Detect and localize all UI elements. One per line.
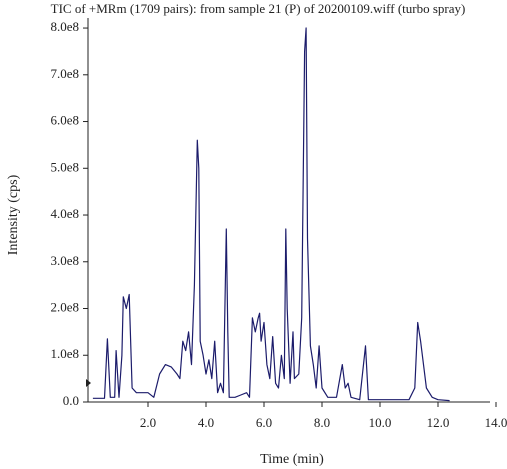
y-tick-label: 1.0e8 — [50, 346, 79, 361]
trace — [92, 27, 450, 402]
y-tick-label: 2.0e8 — [50, 299, 79, 314]
chart-title: TIC of +MRm (1709 pairs): from sample 21… — [51, 1, 466, 16]
y-axis-label: Intensity (cps) — [6, 174, 21, 255]
x-tick-label: 12.0 — [427, 415, 450, 430]
x-tick-label: 10.0 — [369, 415, 392, 430]
x-tick-label: 6.0 — [256, 415, 272, 430]
y-tick-label: 7.0e8 — [50, 66, 79, 81]
y-tick-label: 8.0e8 — [50, 19, 79, 34]
y-tick-label: 0.0 — [63, 393, 79, 408]
x-tick-label: 14.0 — [485, 415, 507, 430]
y-tick-label: 4.0e8 — [50, 206, 79, 221]
x-tick-label: 8.0 — [314, 415, 330, 430]
marker — [86, 379, 91, 387]
x-axis-label: Time (min) — [260, 452, 324, 467]
y-tick-label: 3.0e8 — [50, 253, 79, 268]
y-tick-label: 6.0e8 — [50, 113, 79, 128]
y-tick-label: 5.0e8 — [50, 159, 79, 174]
x-tick-label: 4.0 — [198, 415, 214, 430]
x-tick-label: 2.0 — [140, 415, 156, 430]
